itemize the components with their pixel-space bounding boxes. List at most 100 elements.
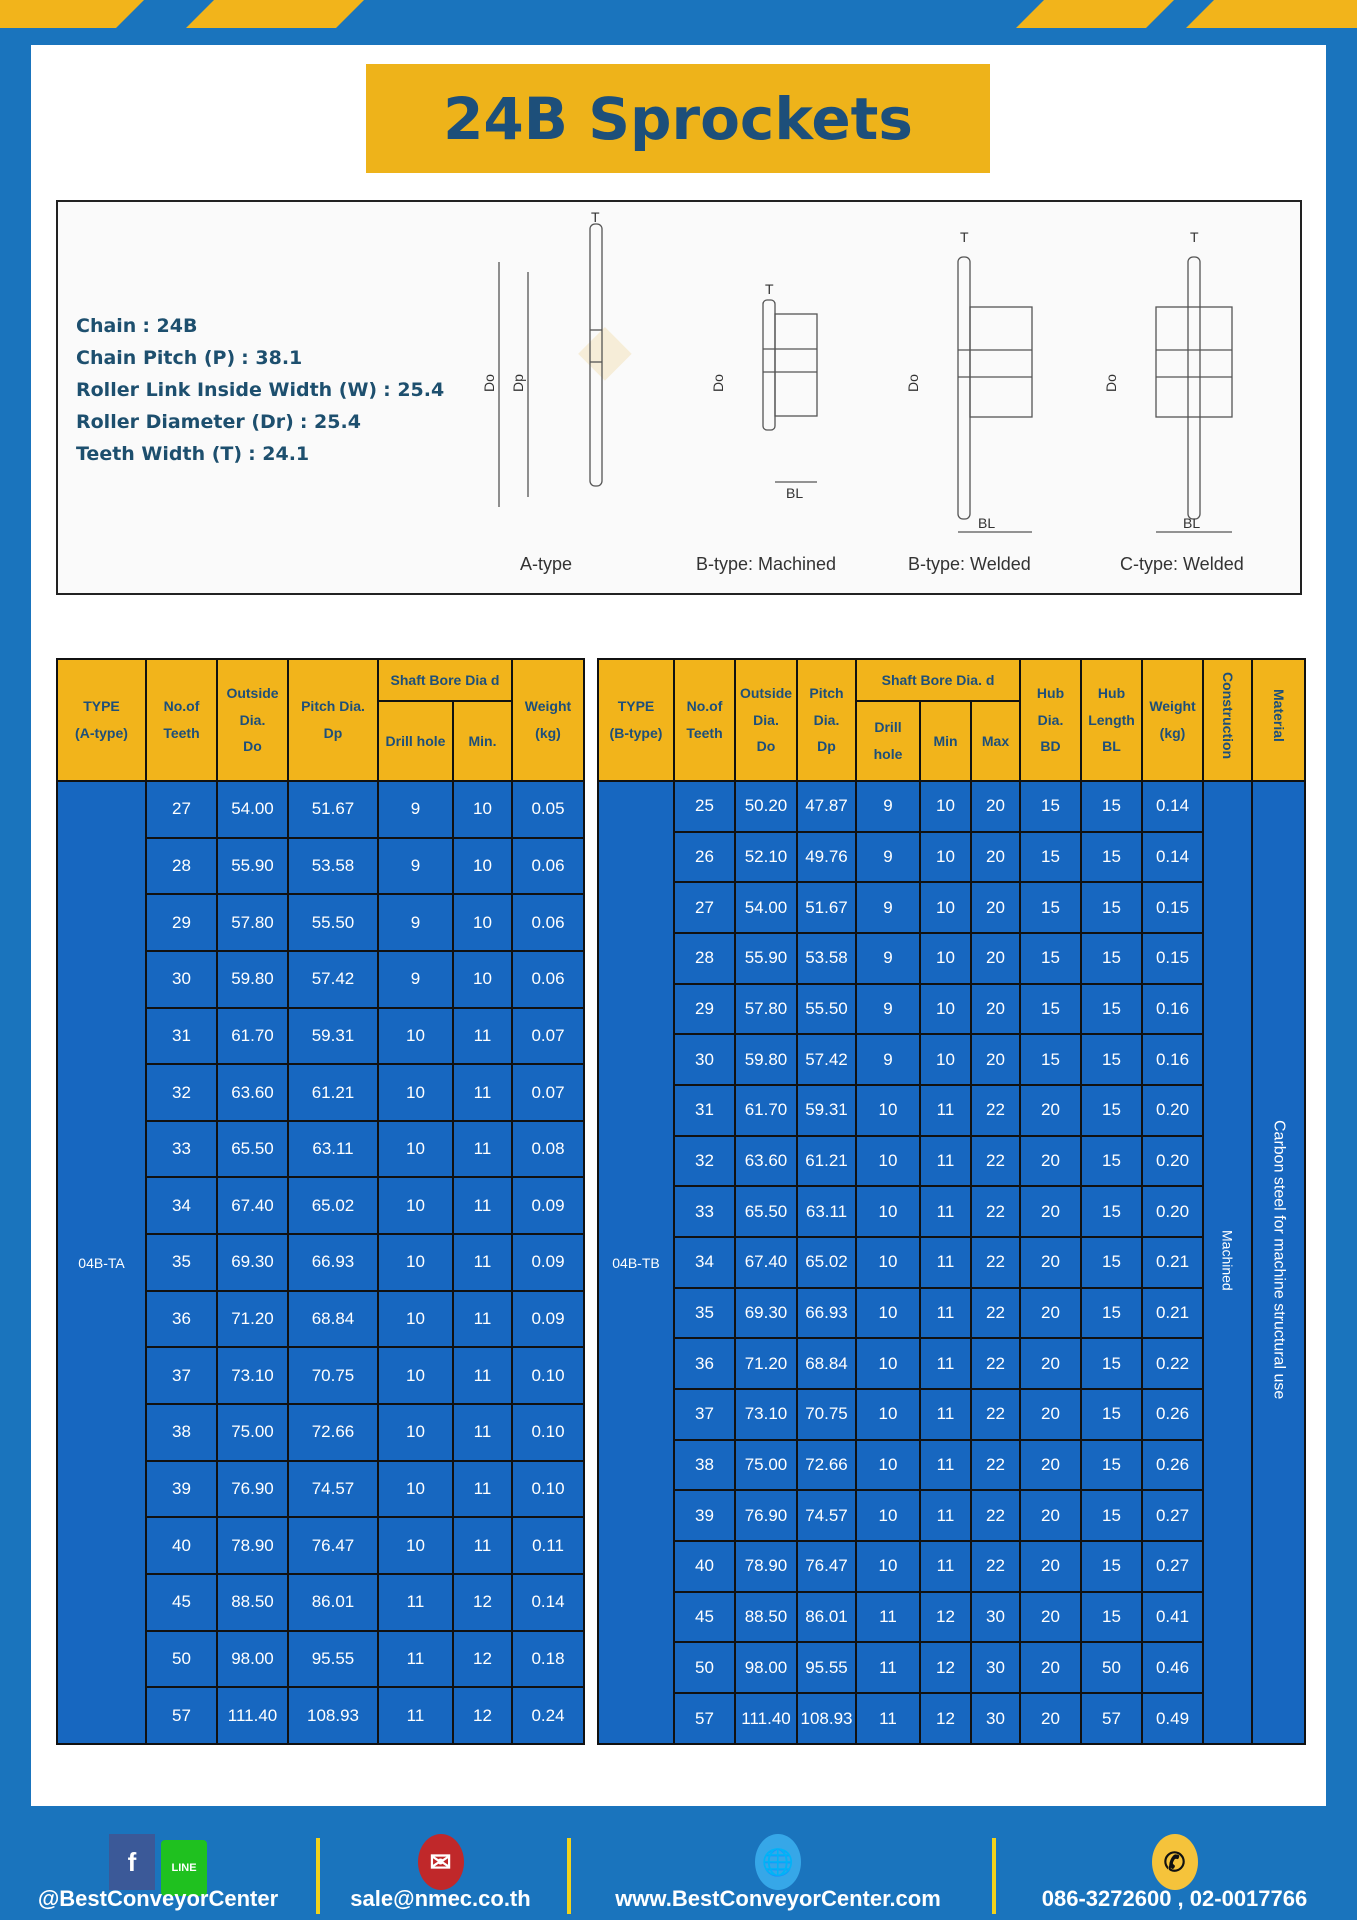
- table-cell: 57.42: [287, 949, 379, 1009]
- spec-item: Chain Pitch (P): 38.1: [76, 342, 444, 374]
- table-cell: 10: [855, 1286, 921, 1340]
- table-cell: 74.57: [287, 1459, 379, 1519]
- table-cell: 68.84: [796, 1337, 857, 1391]
- table-cell: 0.06: [511, 949, 585, 1009]
- table-cell: 22: [969, 1084, 1022, 1137]
- table-cell: 70.75: [287, 1346, 379, 1406]
- svg-text:Do: Do: [1103, 374, 1119, 392]
- facebook-icon[interactable]: f: [108, 1834, 155, 1890]
- table-cell: 10: [855, 1489, 921, 1543]
- table-cell: 22: [969, 1185, 1022, 1239]
- table-row: 04B-TA 27 54.00 51.67 9 10 0.05: [56, 780, 585, 1745]
- divider: [316, 1838, 320, 1914]
- email-contact[interactable]: ✉ sale@nmec.co.th: [328, 1806, 553, 1920]
- table-cell: 11: [377, 1686, 454, 1745]
- table-cell: 76.90: [216, 1459, 289, 1519]
- table-cell: 36: [673, 1337, 736, 1391]
- table-cell: 28: [673, 932, 736, 985]
- table-cell: 10: [452, 893, 513, 952]
- table-row: 29 57.80 55.50 9 10 0.06: [57, 893, 585, 952]
- table-cell: 75.00: [734, 1438, 798, 1492]
- table-cell: 0.26: [1141, 1388, 1205, 1441]
- svg-text:BL: BL: [978, 515, 995, 531]
- col-teeth: No.of Teeth: [673, 658, 736, 782]
- label-a-type: A-type: [520, 554, 573, 574]
- table-cell: 20: [1019, 1540, 1083, 1593]
- table-cell: 11: [919, 1337, 972, 1391]
- table-row: 29 57.80 55.50 9 10 20 15 15 0.16: [598, 982, 1305, 1036]
- globe-icon: 🌐: [755, 1834, 801, 1890]
- table-cell: 0.15: [1141, 932, 1205, 985]
- col-min: Min.: [452, 700, 513, 782]
- website-contact[interactable]: 🌐 www.BestConveyorCenter.com: [578, 1806, 978, 1920]
- table-cell: 10: [855, 1540, 921, 1593]
- table-cell: 76.90: [734, 1489, 798, 1543]
- website-link[interactable]: www.BestConveyorCenter.com: [615, 1886, 941, 1911]
- label-b-machined: B-type: Machined: [696, 554, 837, 574]
- table-cell: 0.06: [511, 893, 585, 952]
- table-row: 28 55.90 53.58 9 10 20 15 15 0.15: [598, 932, 1305, 985]
- material-cell: Carbon steel for machine structural use: [1251, 780, 1307, 1745]
- table-cell: 15: [1019, 1033, 1083, 1087]
- table-cell: 59.80: [734, 1033, 798, 1087]
- table-cell: 15: [1080, 932, 1144, 985]
- table-cell: 10: [377, 1063, 454, 1122]
- table-cell: 11: [452, 1289, 513, 1349]
- table-cell: 34: [673, 1236, 736, 1289]
- table-cell: 10: [855, 1438, 921, 1492]
- table-cell: 0.46: [1141, 1641, 1205, 1695]
- table-cell: 27: [673, 881, 736, 935]
- table-cell: 111.40: [216, 1686, 289, 1745]
- table-cell: 45: [145, 1572, 218, 1632]
- divider: [567, 1838, 571, 1914]
- table-row: 39 76.90 74.57 10 11 22 20 15 0.27: [598, 1489, 1305, 1543]
- table-row: 50 98.00 95.55 11 12 30 20 50 0.46: [598, 1641, 1305, 1695]
- table-cell: 10: [377, 1346, 454, 1406]
- table-cell: 0.20: [1141, 1185, 1205, 1239]
- table-cell: 57: [145, 1686, 218, 1745]
- table-cell: 55.90: [216, 836, 289, 896]
- table-cell: 0.10: [511, 1459, 585, 1519]
- table-cell: 0.09: [511, 1233, 585, 1292]
- table-cell: 70.75: [796, 1388, 857, 1441]
- table-cell: 111.40: [734, 1692, 798, 1745]
- spec-item: Roller Diameter (Dr): 25.4: [76, 406, 444, 438]
- table-cell: 28: [145, 836, 218, 896]
- table-cell: 34: [145, 1176, 218, 1236]
- table-row: 35 69.30 66.93 10 11 22 20 15 0.21: [598, 1286, 1305, 1340]
- table-cell: 12: [919, 1641, 972, 1695]
- table-cell: 27: [145, 780, 218, 839]
- table-cell: 15: [1080, 1590, 1144, 1644]
- col-outside-dia: Outside Dia. Do: [216, 658, 289, 782]
- phone-icon: ✆: [1151, 1834, 1198, 1890]
- table-cell: 67.40: [734, 1236, 798, 1289]
- table-cell: 33: [145, 1119, 218, 1179]
- email-address[interactable]: sale@nmec.co.th: [350, 1886, 531, 1911]
- table-cell: 39: [145, 1459, 218, 1519]
- table-cell: 11: [377, 1629, 454, 1689]
- table-cell: 38: [145, 1403, 218, 1462]
- table-cell: 22: [969, 1236, 1022, 1289]
- table-cell: 15: [1080, 982, 1144, 1036]
- table-row: 27 54.00 51.67 9 10 20 15 15 0.15: [598, 881, 1305, 935]
- table-cell: 57.42: [796, 1033, 857, 1087]
- table-cell: 10: [855, 1337, 921, 1391]
- phone-contact[interactable]: ✆ 086-3272600 , 02-0017766: [1002, 1806, 1347, 1920]
- table-cell: 76.47: [287, 1516, 379, 1575]
- table-cell: 20: [969, 830, 1022, 884]
- table-cell: 11: [919, 1489, 972, 1543]
- table-cell: 11: [919, 1084, 972, 1137]
- line-icon[interactable]: LINE: [161, 1839, 208, 1896]
- table-cell: 0.22: [1141, 1337, 1205, 1391]
- social-contact[interactable]: f LINE @BestConveyorCenter: [18, 1806, 298, 1920]
- table-row: 36 71.20 68.84 10 11 0.09: [57, 1289, 585, 1349]
- table-cell: 9: [377, 949, 454, 1009]
- phone-numbers[interactable]: 086-3272600 , 02-0017766: [1041, 1886, 1308, 1911]
- table-cell: 39: [673, 1489, 736, 1543]
- table-cell: 108.93: [796, 1692, 857, 1745]
- table-cell: 54.00: [734, 881, 798, 935]
- table-cell: 0.16: [1141, 1033, 1205, 1087]
- table-cell: 30: [145, 949, 218, 1009]
- table-cell: 50: [1080, 1641, 1144, 1695]
- table-row: 28 55.90 53.58 9 10 0.06: [57, 836, 585, 896]
